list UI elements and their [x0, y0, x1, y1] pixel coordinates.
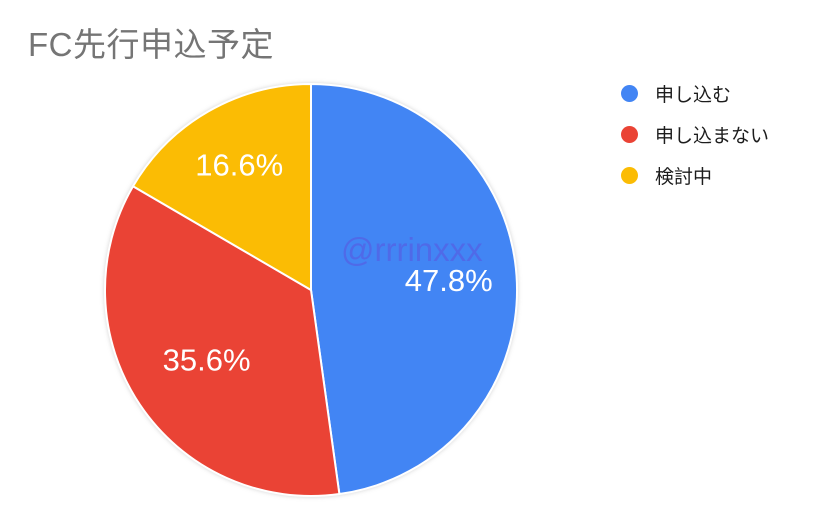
legend-swatch-yellow-icon [621, 166, 638, 184]
legend-swatch-red-icon [621, 125, 638, 143]
pie-slice-3[interactable] [132, 83, 312, 291]
pie-slice-1[interactable] [310, 83, 519, 496]
legend: 申し込む 申し込まない 検討中 [621, 81, 769, 204]
legend-label-not-apply: 申し込まない [655, 125, 770, 147]
slice-label-3: 16.6% [195, 148, 283, 183]
pie-slice-2[interactable] [104, 185, 341, 497]
legend-swatch-blue-icon [621, 84, 638, 102]
slice-label-1: 47.8% [405, 263, 493, 298]
slice-label-2: 35.6% [163, 343, 251, 378]
chart-title: FC先行申込予定 [28, 26, 274, 63]
legend-label-apply: 申し込む [655, 84, 732, 106]
legend-item-considering[interactable]: 検討中 [621, 163, 769, 188]
legend-label-considering: 検討中 [655, 166, 713, 188]
legend-item-apply[interactable]: 申し込む [621, 81, 769, 106]
legend-item-not-apply[interactable]: 申し込まない [621, 122, 770, 147]
